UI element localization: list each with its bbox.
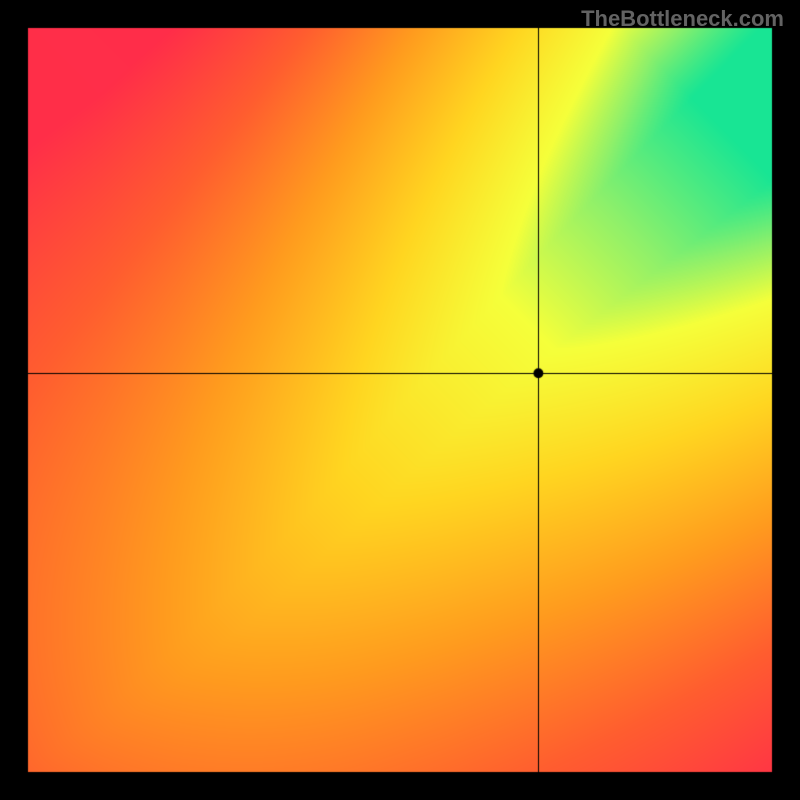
chart-container: TheBottleneck.com bbox=[0, 0, 800, 800]
watermark-text: TheBottleneck.com bbox=[581, 6, 784, 32]
bottleneck-heatmap bbox=[0, 0, 800, 800]
